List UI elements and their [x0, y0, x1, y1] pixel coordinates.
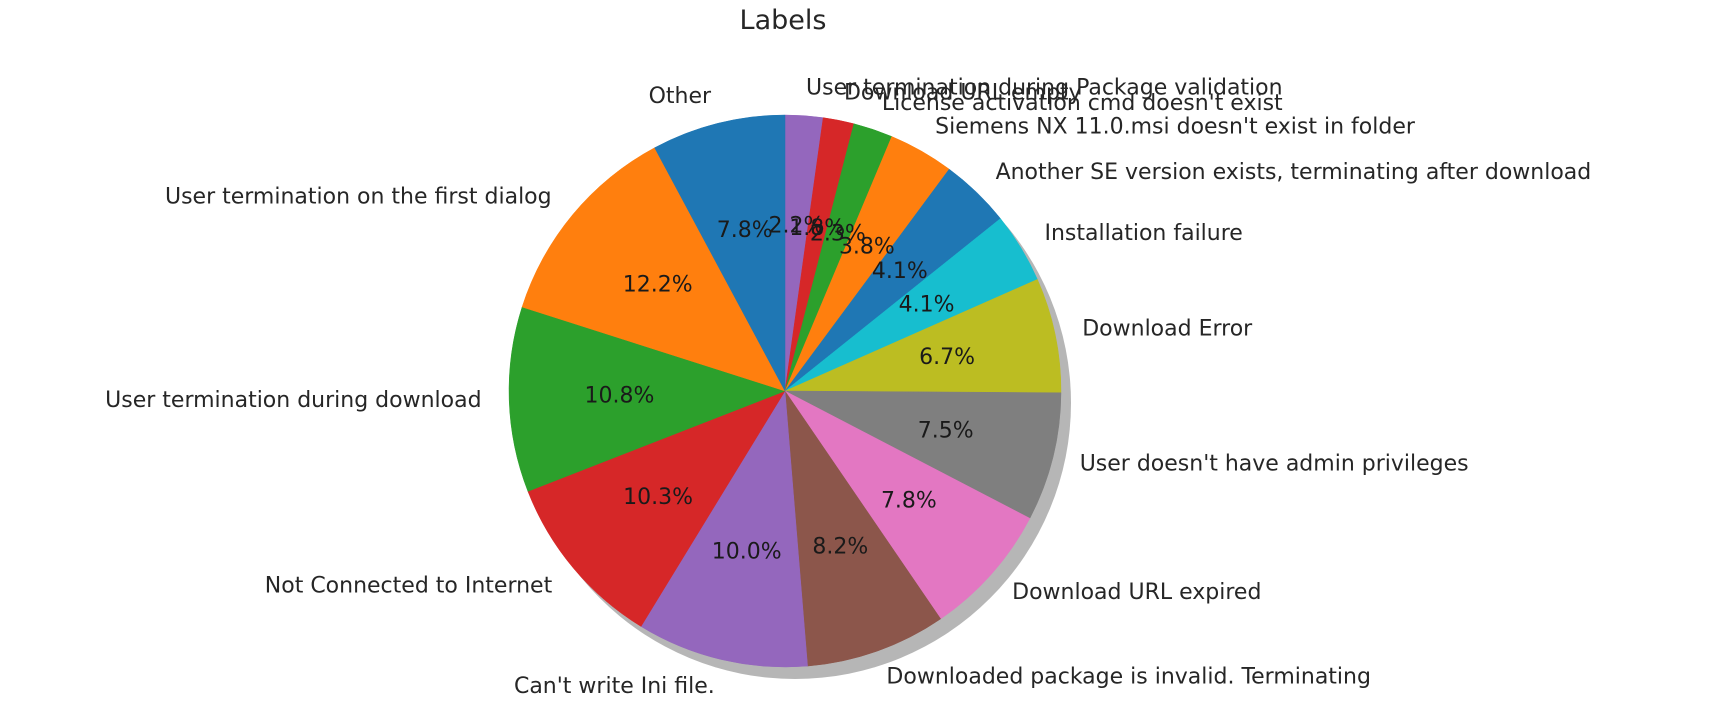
pie-percent-label: 7.8% [881, 488, 937, 513]
pie-percent-label: 6.7% [919, 345, 975, 370]
pie-percent-label: 2.3% [810, 222, 866, 247]
pie-percent-label: 3.8% [839, 235, 895, 260]
pie-slice-label-user-termination-during-download: User termination during download [105, 388, 481, 413]
pie-slice-download-error [784, 279, 1062, 393]
pie-slice-label-installation-failure: Installation failure [1045, 221, 1243, 246]
pie-percent-label: 10.8% [585, 384, 655, 409]
pie-percent-label: 4.1% [899, 293, 955, 318]
pie-slice-label-other: Other [649, 84, 712, 109]
pie-slice-downloaded-package-is-invalid-terminating [784, 390, 942, 667]
pie-slice-download-url-expired [784, 390, 1031, 620]
pie-percent-label: 2.2% [769, 213, 825, 238]
pie-slice-label-another-se-version-exists-terminating-after-download: Another SE version exists, terminating a… [996, 160, 1592, 185]
pie-percent-labels: 2.2%1.8%2.3%3.8%4.1%4.1%6.7%7.5%7.8%8.2%… [585, 213, 976, 564]
pie-slice-label-license-activation-cmd-doesn-t-exist: License activation cmd doesn't exist [882, 91, 1283, 116]
pie-slice-user-termination-during-download [508, 306, 786, 492]
pie-percent-label: 1.8% [789, 216, 845, 241]
pie-percent-label: 10.0% [712, 540, 782, 565]
pie-slice-user-doesn-t-have-admin-privileges [784, 390, 1062, 519]
pie-slice-label-download-url-empty: Download URL empty [844, 81, 1082, 106]
pie-slice-label-user-termination-during-package-validation: User termination during Package validati… [806, 76, 1283, 101]
pie-slice-label-download-url-expired: Download URL expired [1012, 580, 1261, 605]
pie-slice-label-downloaded-package-is-invalid-terminating: Downloaded package is invalid. Terminati… [886, 665, 1371, 690]
pie-percent-label: 12.2% [623, 273, 693, 298]
pie-percent-label: 8.2% [812, 535, 868, 560]
pie-slice-label-not-connected-to-internet: Not Connected to Internet [265, 573, 553, 598]
pie-slice-other [654, 114, 786, 392]
pie-slice-label-download-error: Download Error [1082, 317, 1253, 342]
pie-slice-label-user-termination-on-the-first-dialog: User termination on the first dialog [165, 184, 552, 209]
pie-slice-label-user-doesn-t-have-admin-privileges: User doesn't have admin privileges [1080, 452, 1469, 477]
pie-percent-label: 7.8% [717, 218, 773, 243]
pie-percent-label: 7.5% [918, 418, 974, 443]
pie-slices [508, 114, 1062, 668]
pie-percent-label: 4.1% [872, 259, 928, 284]
chart-title: Labels [740, 5, 827, 36]
pie-slice-not-connected-to-internet [527, 390, 786, 627]
pie-slice-user-termination-on-the-first-dialog [521, 147, 786, 392]
pie-slice-can-t-write-ini-file [640, 390, 808, 668]
pie-slice-label-siemens-nx-11-0-msi-doesn-t-exist-in-folder: Siemens NX 11.0.msi doesn't exist in fol… [935, 115, 1416, 140]
pie-percent-label: 10.3% [623, 485, 693, 510]
pie-slice-label-can-t-write-ini-file: Can't write Ini file. [514, 674, 715, 699]
pie-slice-labels: User termination during Package validati… [105, 76, 1591, 699]
